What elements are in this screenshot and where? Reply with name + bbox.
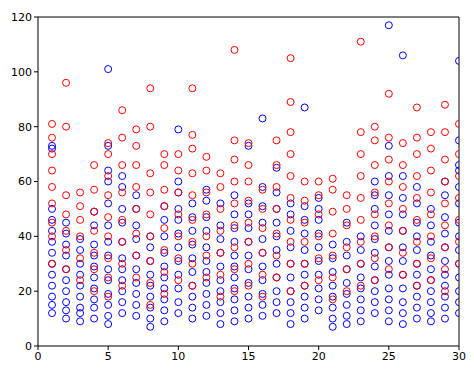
svg-text:20: 20: [312, 350, 326, 363]
svg-text:120: 120: [11, 11, 32, 24]
svg-text:60: 60: [18, 175, 32, 188]
svg-text:30: 30: [452, 350, 466, 363]
svg-text:10: 10: [171, 350, 185, 363]
svg-text:0: 0: [25, 340, 32, 353]
svg-text:20: 20: [18, 285, 32, 298]
svg-text:0: 0: [35, 350, 42, 363]
svg-text:5: 5: [105, 350, 112, 363]
svg-text:40: 40: [18, 230, 32, 243]
svg-text:15: 15: [242, 350, 256, 363]
svg-text:80: 80: [18, 121, 32, 134]
svg-text:25: 25: [382, 350, 396, 363]
svg-text:100: 100: [11, 66, 32, 79]
